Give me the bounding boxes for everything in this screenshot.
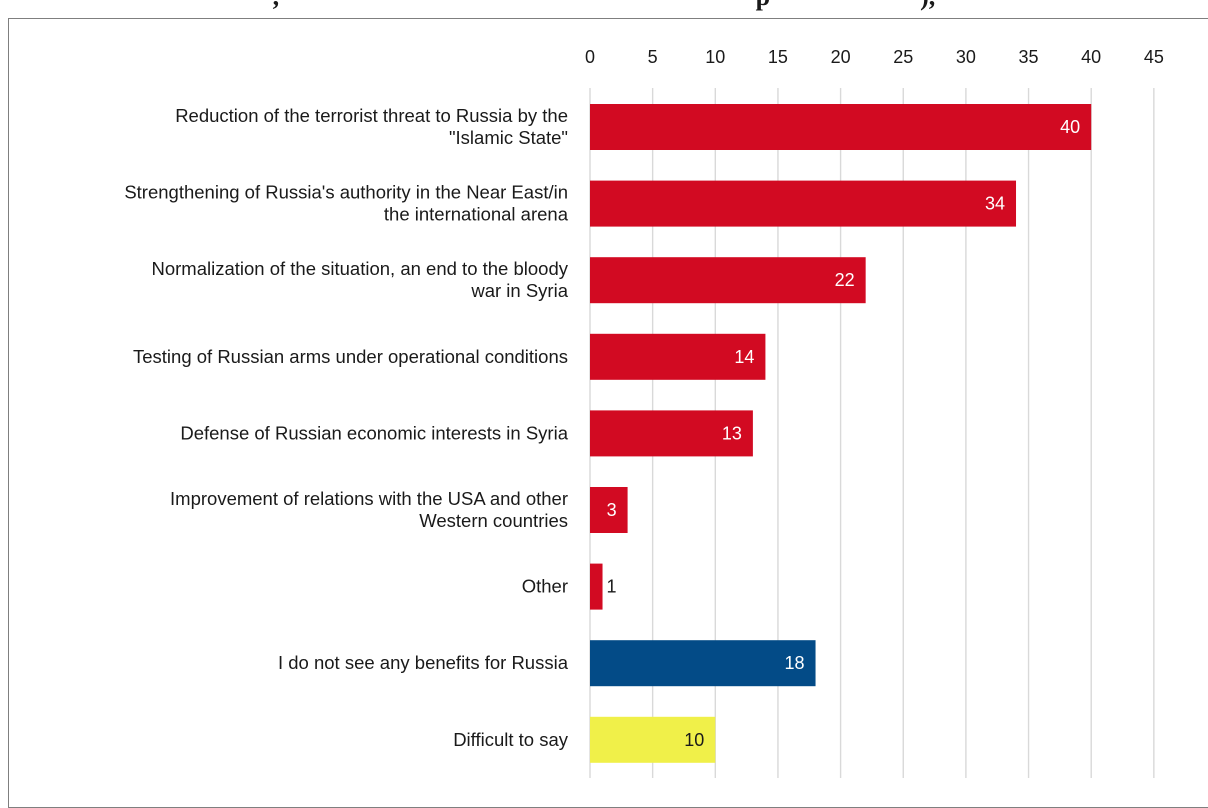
x-tick-label-35: 35 [1019, 47, 1039, 67]
x-tick-label-5: 5 [648, 47, 658, 67]
bar-1 [590, 104, 1092, 150]
bar-9 [590, 716, 716, 763]
category-label-line: war in Syria [470, 280, 568, 301]
bar-3 [590, 257, 866, 304]
value-label-5: 13 [722, 423, 742, 443]
category-label-2: Strengthening of Russia's authority in t… [124, 182, 568, 225]
x-tick-label-10: 10 [705, 47, 725, 67]
x-tick-label-45: 45 [1144, 47, 1164, 67]
category-labels: Reduction of the terrorist threat to Rus… [124, 105, 568, 750]
value-label-9: 10 [684, 730, 704, 750]
bar-8 [590, 640, 816, 687]
bar-4 [590, 333, 766, 380]
category-label-line: Other [522, 576, 568, 597]
value-label-8: 18 [785, 653, 805, 673]
category-label-line: the international arena [384, 204, 569, 225]
x-tick-label-20: 20 [831, 47, 851, 67]
category-label-4: Testing of Russian arms under operationa… [133, 346, 568, 367]
bar-2 [590, 180, 1017, 227]
title-part-3: ), [920, 0, 935, 11]
chart-title-cut-off: , p), [0, 0, 1208, 12]
x-tick-label-40: 40 [1081, 47, 1101, 67]
category-label-1: Reduction of the terrorist threat to Rus… [175, 105, 568, 148]
category-label-6: Improvement of relations with the USA an… [170, 488, 568, 531]
category-label-line: Improvement of relations with the USA an… [170, 488, 568, 509]
category-label-line: "Islamic State" [449, 127, 568, 148]
category-label-line: Normalization of the situation, an end t… [151, 258, 568, 279]
category-label-line: Difficult to say [453, 729, 569, 750]
category-label-line: Strengthening of Russia's authority in t… [124, 182, 568, 203]
category-label-line: I do not see any benefits for Russia [278, 652, 569, 673]
value-label-1: 40 [1060, 117, 1080, 137]
category-label-line: Western countries [419, 510, 568, 531]
x-tick-label-30: 30 [956, 47, 976, 67]
x-tick-label-15: 15 [768, 47, 788, 67]
category-label-line: Testing of Russian arms under operationa… [133, 346, 568, 367]
value-label-7: 1 [607, 577, 617, 597]
category-label-8: I do not see any benefits for Russia [278, 652, 569, 673]
bars [590, 104, 1092, 763]
category-label-line: Reduction of the terrorist threat to Rus… [175, 105, 568, 126]
bar-5 [590, 410, 753, 457]
value-label-6: 3 [607, 500, 617, 520]
value-labels: 40 34 22 14 13 3 1 18 10 [607, 117, 1081, 750]
category-label-7: Other [522, 576, 568, 597]
title-part-2: p [756, 0, 770, 11]
bar-6 [590, 487, 628, 533]
x-tick-label-0: 0 [585, 47, 595, 67]
category-label-9: Difficult to say [453, 729, 569, 750]
value-label-4: 14 [734, 347, 754, 367]
title-part-1: , [273, 0, 286, 11]
x-tick-label-25: 25 [893, 47, 913, 67]
category-label-5: Defense of Russian economic interests in… [180, 422, 568, 443]
category-label-3: Normalization of the situation, an end t… [151, 258, 568, 301]
value-label-3: 22 [835, 270, 855, 290]
x-axis-ticks: 0 5 10 15 20 25 30 35 40 45 [585, 47, 1164, 67]
value-label-2: 34 [985, 194, 1005, 214]
bar-7 [590, 563, 603, 610]
category-label-line: Defense of Russian economic interests in… [180, 422, 568, 443]
